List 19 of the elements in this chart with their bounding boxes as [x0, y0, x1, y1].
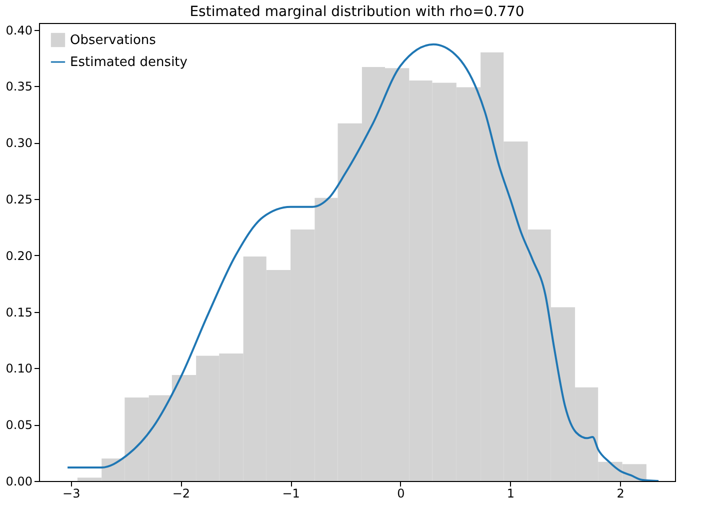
line-series [66, 43, 660, 481]
x-tick-label: −3 [62, 486, 80, 500]
x-tick-label: −1 [282, 486, 300, 500]
y-tick-label: 0.25 [6, 192, 32, 206]
x-tick-label: 2 [616, 486, 624, 500]
y-tick-label: 0.00 [6, 474, 32, 488]
legend-label: Estimated density [70, 55, 188, 70]
legend-label: Observations [70, 33, 156, 48]
x-tick-label: 0 [397, 486, 405, 500]
x-tick-label: −2 [172, 486, 190, 500]
y-tick-label: 0.05 [6, 418, 32, 432]
y-tick-label: 0.15 [6, 305, 32, 320]
x-tick-label: 1 [506, 486, 515, 500]
y-tick-label: 0.20 [6, 248, 32, 263]
y-tick-label: 0.35 [6, 80, 32, 94]
y-tick-label: 0.40 [6, 23, 32, 38]
y-tick-label: 0.10 [6, 362, 32, 376]
chart-title: Estimated marginal distribution with rho=0.770 [190, 4, 524, 20]
y-tick-label: 0.30 [6, 136, 32, 150]
